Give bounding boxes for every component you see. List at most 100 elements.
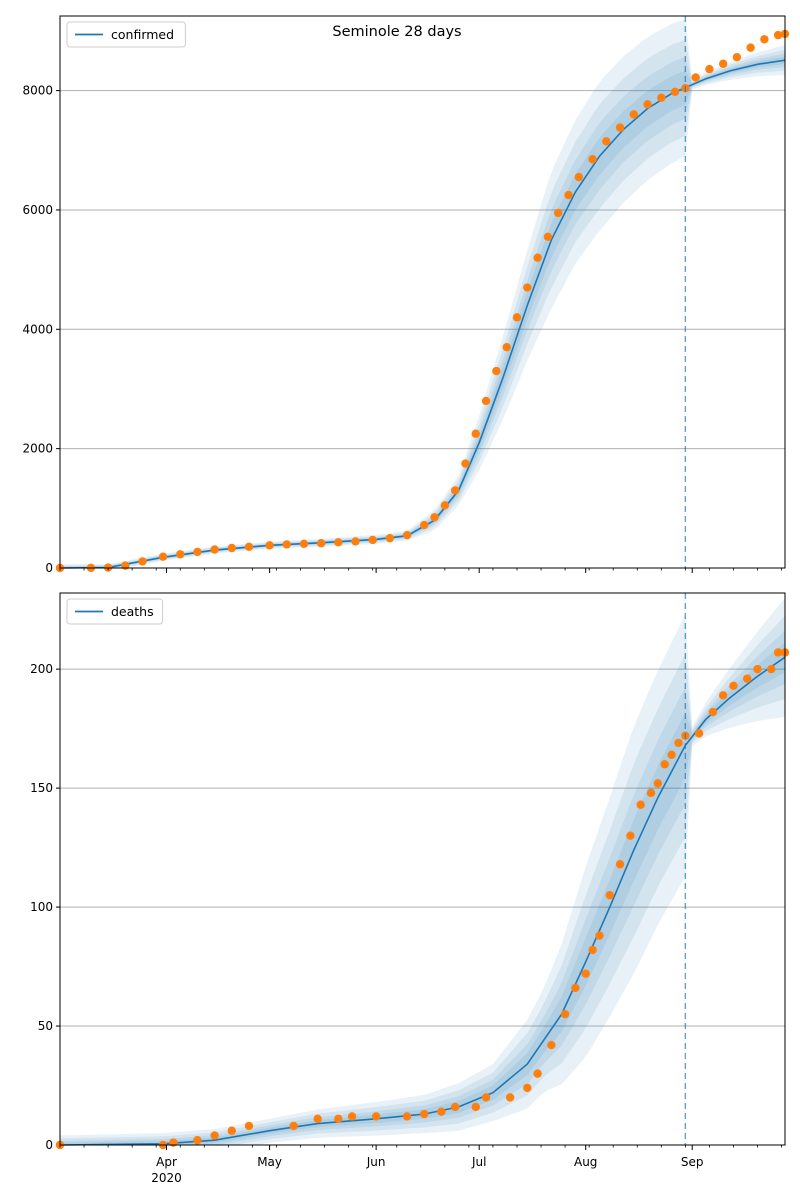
deaths-panel: 0 50 100 150 200 Apr May Jun Jul Aug Sep 2020 deaths [30, 592, 790, 1185]
observed-point [471, 429, 480, 438]
observed-point [574, 172, 584, 182]
observed-point [385, 533, 395, 543]
observed-point [450, 486, 460, 495]
observed-point [265, 541, 274, 550]
observed-point [670, 87, 680, 96]
observed-point [691, 73, 700, 82]
observed-point [564, 190, 573, 200]
observed-point [588, 945, 597, 955]
confirmed-panel: 0 2000 4000 6000 8000 confirmed [22, 15, 790, 575]
y-tick-label: 6000 [22, 203, 53, 217]
observed-point [674, 738, 683, 748]
observed-point [646, 788, 656, 798]
observed-point [643, 100, 652, 109]
observed-point [543, 232, 553, 241]
x-tick-label: Sep [681, 1155, 704, 1169]
observed-point [560, 1009, 570, 1019]
axes-frame [59, 15, 786, 569]
x-tick-label: May [257, 1155, 282, 1169]
observed-point [773, 30, 783, 40]
observed-point [547, 1040, 556, 1050]
observed-point [282, 540, 291, 549]
uncertainty-band [60, 615, 785, 1145]
y-tick-label: 8000 [22, 84, 53, 98]
observed-point [718, 59, 728, 68]
observed-point [602, 137, 611, 146]
observed-point [481, 1093, 491, 1102]
legend-label: deaths [111, 604, 154, 619]
observed-point [615, 860, 625, 869]
x-tick-label: Aug [574, 1155, 597, 1169]
observed-point [420, 520, 429, 530]
observed-point [176, 550, 185, 559]
observed-point [505, 1093, 515, 1102]
observed-point [193, 1136, 202, 1145]
observed-point [533, 1069, 542, 1078]
observed-point [347, 1112, 357, 1121]
y-tick-label: 4000 [22, 322, 53, 336]
observed-point [581, 969, 590, 978]
observed-point [440, 501, 450, 510]
legend: confirmed [66, 21, 186, 48]
observed-point [653, 779, 663, 788]
observed-point [660, 760, 669, 769]
legend-label: confirmed [111, 27, 174, 42]
observed-point [753, 664, 762, 674]
legend: deaths [66, 598, 164, 625]
observed-point [523, 1083, 532, 1093]
observed-point [657, 93, 666, 102]
observed-point [430, 513, 439, 522]
observed-point [334, 1114, 343, 1124]
uncertainty-band [60, 53, 785, 568]
legend-box [66, 21, 186, 48]
observed-point [502, 343, 511, 352]
observed-point [732, 52, 742, 62]
uncertainty-band [60, 19, 785, 568]
observed-point [420, 1109, 429, 1119]
observed-point [512, 313, 522, 322]
y-tick-label: 100 [30, 900, 53, 914]
observed-point [471, 1102, 480, 1112]
observed-point [705, 64, 714, 74]
chart-title: Seminole 28 days [332, 24, 461, 40]
x-tick-label: Apr [156, 1155, 177, 1169]
uncertainty-band [60, 39, 785, 569]
observed-point [437, 1107, 446, 1116]
observed-point [121, 561, 130, 570]
observed-point [626, 831, 635, 840]
observed-point [746, 43, 755, 52]
observed-point [481, 396, 491, 406]
observed-point [313, 1114, 322, 1124]
observed-point [210, 545, 219, 554]
observed-point [289, 1121, 298, 1131]
observed-point [595, 931, 604, 940]
observed-point [169, 1138, 178, 1147]
observed-point [299, 539, 309, 549]
observed-point [402, 1112, 412, 1121]
observed-point [351, 537, 360, 546]
observed-point [743, 674, 752, 683]
observed-point [450, 1102, 460, 1112]
observed-point [588, 155, 597, 164]
observed-point [244, 542, 254, 552]
observed-point [227, 1126, 237, 1135]
observed-point [554, 208, 563, 218]
observed-point [729, 681, 738, 690]
observed-point [708, 707, 718, 717]
x-year-label: 2020 [151, 1171, 182, 1185]
y-tick-label: 0 [45, 561, 53, 575]
y-tick-label: 50 [38, 1019, 53, 1033]
legend-box [66, 598, 164, 625]
observed-point [615, 123, 625, 132]
observed-point [334, 538, 343, 547]
y-tick-label: 150 [30, 781, 53, 795]
uncertainty-band [60, 597, 785, 1145]
observed-point [694, 729, 704, 738]
observed-point [158, 552, 168, 561]
observed-point [667, 750, 676, 759]
observed-point [193, 547, 202, 557]
observed-point [402, 530, 412, 540]
observed-point [760, 35, 769, 44]
observed-point [571, 983, 580, 993]
observed-point [636, 800, 645, 809]
